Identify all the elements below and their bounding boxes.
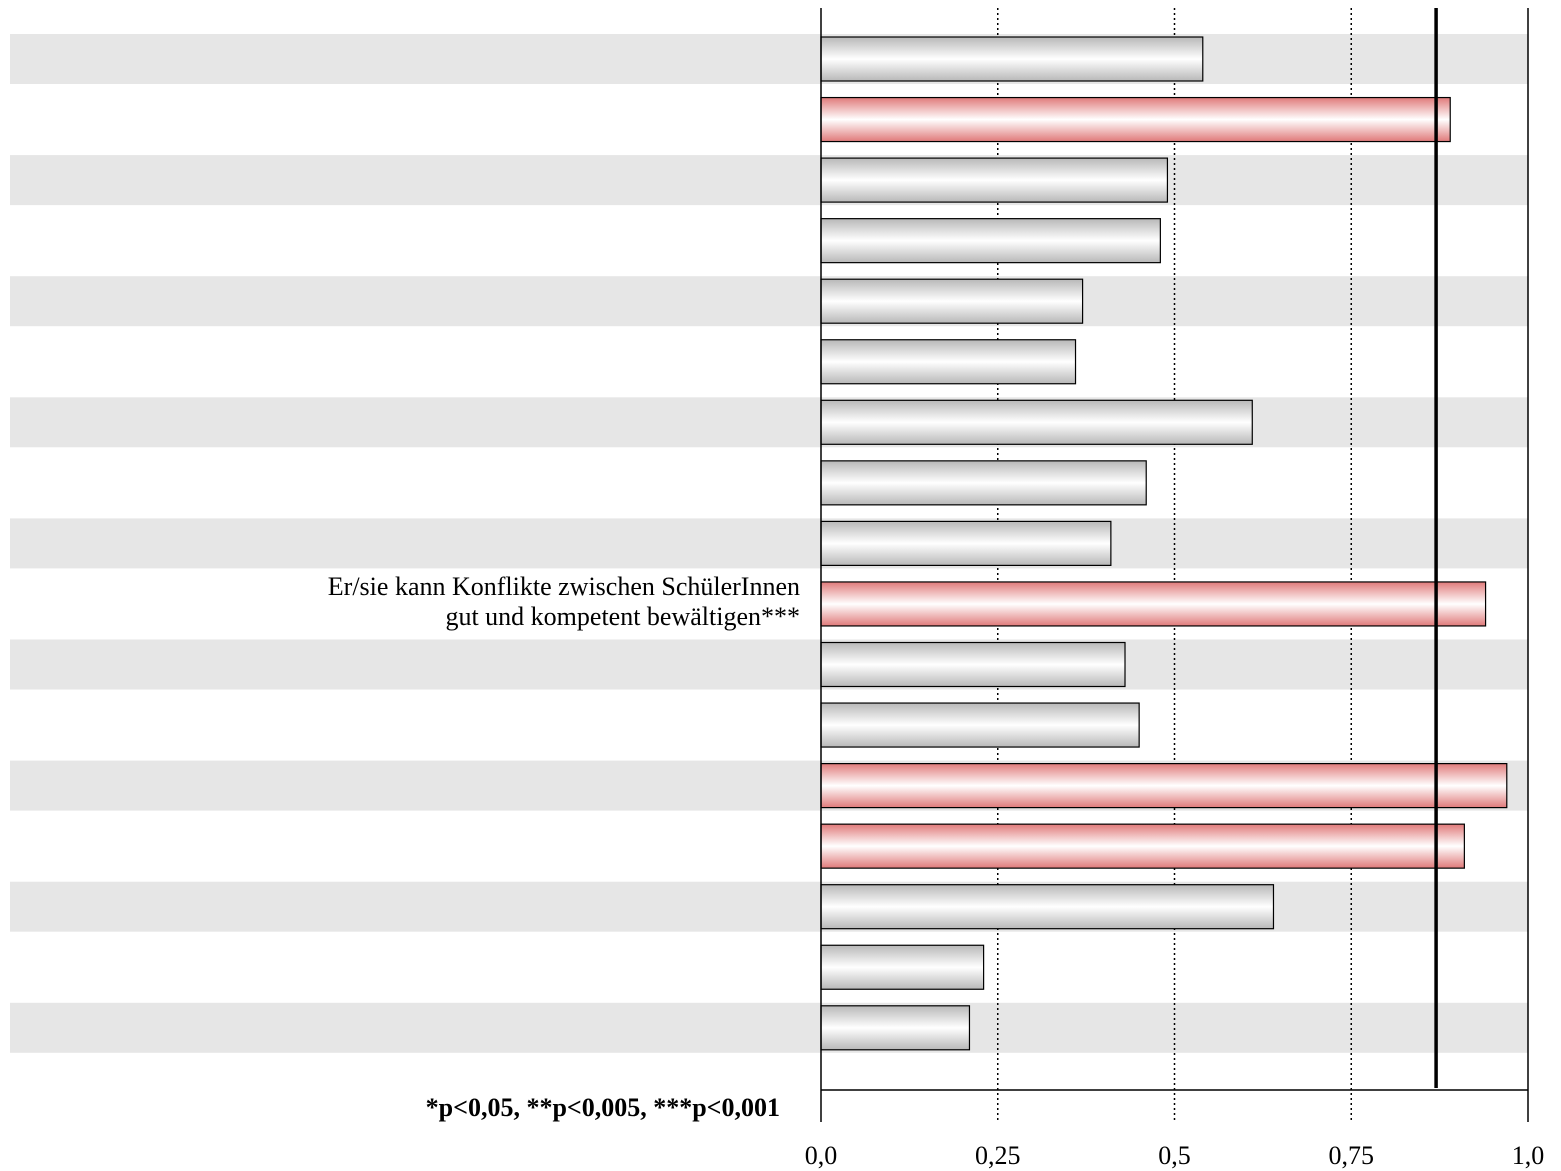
bar: [820, 96, 1451, 143]
bar: [820, 339, 1077, 385]
row-stripe: [10, 1002, 1528, 1053]
bar: [820, 1005, 971, 1051]
row-stripe: [10, 881, 1528, 932]
x-tick-label: 0,25: [975, 1141, 1021, 1170]
bar: [820, 762, 1508, 809]
footnote: *p<0,05, **p<0,005, ***p<0,001: [426, 1093, 780, 1122]
x-tick-label: 0,0: [805, 1141, 838, 1170]
bar: [820, 460, 1147, 506]
bar: [820, 702, 1140, 748]
bar: [820, 884, 1275, 930]
row-stripe: [10, 518, 1528, 569]
bar: [820, 944, 985, 990]
bar: [820, 218, 1161, 264]
bar: [820, 641, 1126, 688]
bar: [820, 823, 1465, 869]
bar: [820, 581, 1487, 627]
y-tick-label: Er/sie kann Konflikte zwischen SchülerIn…: [328, 572, 800, 631]
row-stripe: [10, 155, 1528, 206]
x-tick-label: 0,75: [1329, 1141, 1375, 1170]
bar: [820, 399, 1253, 445]
bar: [820, 520, 1112, 567]
x-tick-label: 1,0: [1512, 1141, 1545, 1170]
row-stripe: [10, 397, 1528, 448]
bar: [820, 36, 1204, 82]
row-stripe: [10, 34, 1528, 84]
row-stripe: [10, 639, 1528, 690]
bar: [820, 157, 1169, 203]
bar: [820, 278, 1084, 324]
row-stripe: [10, 276, 1528, 327]
x-tick-label: 0,5: [1158, 1141, 1191, 1170]
